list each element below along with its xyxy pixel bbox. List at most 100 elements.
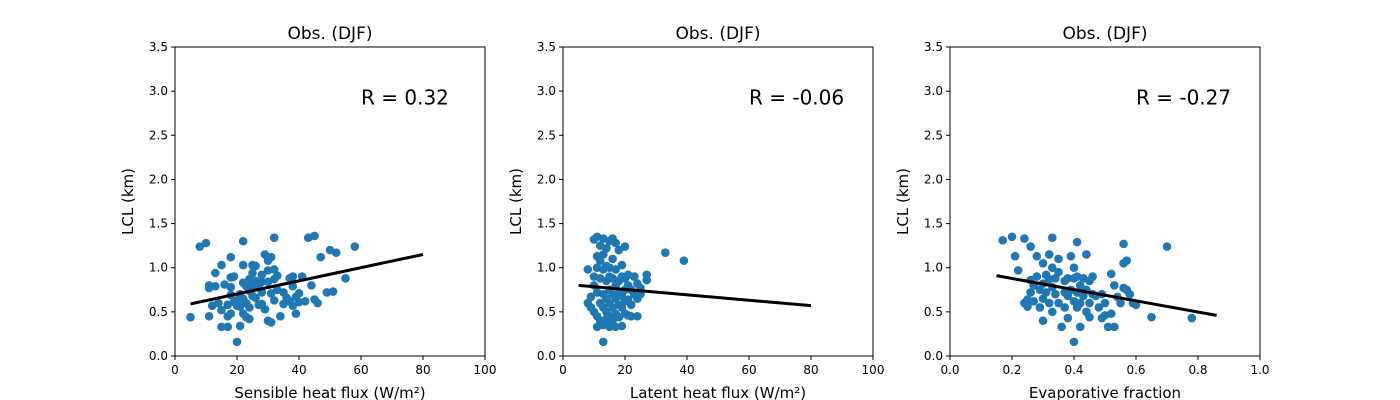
data-point (211, 281, 220, 291)
data-point (1054, 267, 1063, 277)
x-tick-label: 0.2 (1002, 363, 1021, 377)
data-point (1082, 250, 1091, 259)
data-point (260, 304, 270, 314)
data-point (217, 305, 226, 315)
data-point (350, 242, 360, 251)
y-tick-label: 3.0 (537, 84, 556, 98)
data-point (217, 322, 226, 332)
y-tick-label: 1.0 (149, 261, 168, 275)
data-point (1162, 242, 1172, 251)
data-point (1122, 256, 1131, 265)
data-point (1085, 312, 1094, 322)
data-point (245, 314, 254, 324)
y-tick-label: 3.0 (924, 84, 943, 98)
data-point (214, 298, 223, 308)
data-point (266, 318, 276, 327)
data-point (630, 272, 639, 281)
data-point (269, 296, 279, 305)
data-point (1032, 251, 1042, 261)
y-tick-label: 3.0 (149, 84, 168, 98)
regression-line (996, 274, 1217, 317)
data-point (266, 252, 276, 262)
data-point (245, 303, 254, 312)
data-point (1057, 322, 1066, 332)
data-point (307, 281, 316, 290)
data-point (217, 260, 226, 270)
data-point (611, 238, 620, 248)
data-point (1187, 313, 1197, 323)
data-point (211, 268, 220, 278)
data-point (1023, 302, 1032, 311)
plot-frame (949, 46, 1261, 357)
data-point (602, 243, 611, 253)
data-point (238, 260, 248, 270)
data-point (626, 311, 636, 321)
regression-line (190, 253, 424, 306)
data-point (1054, 254, 1063, 264)
data-point (273, 271, 282, 280)
data-point (1007, 232, 1017, 242)
x-tick-label: 1.0 (1250, 363, 1269, 377)
data-point (1020, 234, 1029, 243)
x-tick-label: 20 (229, 363, 244, 377)
data-point (257, 277, 267, 287)
data-point (1088, 272, 1097, 281)
data-point (204, 311, 214, 321)
y-tick-label: 2.0 (924, 172, 943, 186)
y-tick-label: 2.0 (537, 172, 556, 186)
data-point (1048, 263, 1057, 273)
data-point (291, 309, 301, 318)
data-point (235, 321, 245, 331)
data-point (642, 275, 651, 285)
data-point (998, 236, 1007, 245)
y-tick-label: 3.5 (149, 40, 168, 54)
data-point (586, 292, 596, 302)
x-tick-label: 40 (679, 363, 694, 377)
data-point (1069, 337, 1079, 347)
data-point (232, 337, 242, 347)
data-point (1044, 250, 1054, 259)
x-axis-label: Sensible heat flux (W/m²) (234, 384, 425, 400)
data-point (679, 256, 689, 265)
chart-title: Obs. (DJF) (288, 24, 373, 44)
data-point (313, 298, 322, 308)
data-point (1085, 298, 1094, 308)
data-point (1100, 298, 1110, 308)
data-point (328, 287, 338, 296)
y-axis-label: LCL (km) (894, 168, 912, 235)
data-point (186, 312, 195, 322)
x-tick-label: 80 (803, 363, 818, 377)
data-point (1048, 233, 1057, 242)
chart-title: Obs. (DJF) (1063, 24, 1148, 44)
x-tick-label: 0.4 (1064, 363, 1083, 377)
data-point (1066, 251, 1076, 261)
plot-frame (562, 46, 874, 357)
y-axis-label: LCL (km) (507, 168, 525, 235)
data-point (1075, 298, 1085, 308)
data-point (1060, 303, 1069, 312)
data-point (1063, 274, 1073, 283)
x-tick-label: 100 (474, 363, 497, 377)
data-point (599, 337, 608, 347)
data-point (226, 282, 236, 292)
data-point (1075, 322, 1085, 332)
correlation-annotation: R = -0.06 (749, 85, 844, 109)
x-axis-label: Evaporative fraction (1029, 384, 1181, 400)
data-point (257, 270, 267, 280)
plot-frame (174, 46, 486, 357)
data-point (341, 274, 350, 283)
data-point (251, 261, 260, 271)
chart-sensible-heat-flux: Obs. (DJF) 0 20 40 60 80 100 0.0 0.5 1.0 1.5 2.0 2.5… (119, 24, 496, 400)
y-tick-label: 1.5 (537, 217, 556, 231)
data-point (633, 311, 642, 321)
chart-evaporative-fraction: Obs. (DJF) 0.0 0.2 0.4 0.6 0.8 1.0 0.0 0.5 1.0 1.5… (894, 24, 1270, 400)
data-point (316, 252, 326, 262)
data-point (1072, 237, 1082, 247)
data-point (1110, 281, 1119, 290)
scatter-points (186, 231, 360, 347)
data-point (1010, 251, 1020, 261)
data-point (1048, 307, 1057, 317)
data-point (1069, 263, 1079, 273)
data-point (300, 296, 310, 306)
